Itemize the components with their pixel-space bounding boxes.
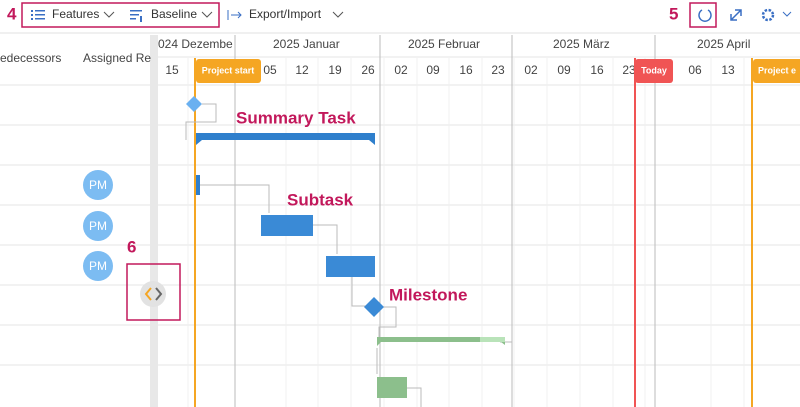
week-label: 16 (590, 63, 604, 77)
task-bar[interactable] (196, 175, 200, 195)
week-label: 02 (394, 63, 408, 77)
week-label: 19 (328, 63, 342, 77)
project-end-flag (753, 59, 800, 83)
month-label: 2025 April (697, 37, 750, 51)
task-bar-green[interactable] (377, 377, 407, 398)
annotation: Summary Task (236, 108, 356, 127)
project-start-label: Project start (202, 65, 255, 75)
avatar (83, 251, 113, 281)
today-flag (635, 59, 673, 83)
week-label: 05 (263, 63, 277, 77)
month-label: 2025 März (553, 37, 610, 51)
progress-remaining (480, 337, 505, 342)
export-icon (227, 10, 242, 20)
avatar-initials: PM (89, 178, 107, 192)
avatar (83, 211, 113, 241)
task-bar[interactable] (326, 256, 375, 277)
avatars: PM PM PM (83, 170, 113, 281)
callout-box (21, 2, 220, 28)
week-label: 23 (622, 63, 636, 77)
project-end-label: Project e (758, 65, 796, 75)
week-label: 02 (524, 63, 538, 77)
chevron (332, 11, 344, 18)
week-label: 06 (688, 63, 702, 77)
refresh-button[interactable] (698, 9, 712, 22)
column-header: edecessors (0, 51, 61, 65)
callout-box (689, 2, 717, 28)
avatar (83, 170, 113, 200)
week-label: 13 (721, 63, 735, 77)
callout-box (126, 263, 181, 321)
callout: 5 (669, 4, 678, 23)
fullscreen-button[interactable] (730, 9, 742, 21)
month-label: 2025 Januar (273, 37, 340, 51)
timeline-header: 024 Dezembe 2025 Januar 2025 Februar 2025 M… (158, 37, 750, 77)
summary-bar-green[interactable] (377, 337, 505, 346)
annotation: Milestone (389, 285, 467, 304)
avatar-initials: PM (89, 259, 107, 273)
baseline-dropdown[interactable]: Baseline (151, 7, 197, 21)
week-label: 09 (426, 63, 440, 77)
week-label: 15 (165, 63, 179, 77)
today-label: Today (641, 65, 667, 75)
avatar-initials: PM (89, 219, 107, 233)
row-lines (0, 56, 800, 366)
week-label: 16 (459, 63, 473, 77)
callout: 6 (127, 237, 136, 256)
chevron (782, 11, 792, 17)
month-label: 2025 Februar (408, 37, 480, 51)
splitter-toggle[interactable] (140, 281, 166, 307)
week-label: 12 (295, 63, 309, 77)
week-lines (187, 58, 745, 407)
baseline-icon (130, 10, 142, 22)
week-label: 23 (491, 63, 505, 77)
features-icon (31, 10, 45, 20)
column-header: Assigned Re (83, 51, 151, 65)
milestone[interactable] (364, 297, 384, 317)
export-import-dropdown[interactable]: Export/Import (249, 7, 322, 21)
annotation: Subtask (287, 190, 354, 209)
chevron (103, 11, 115, 18)
week-label: 26 (361, 63, 375, 77)
summary-bar[interactable] (196, 133, 375, 145)
features-dropdown[interactable]: Features (52, 7, 99, 21)
week-label: 09 (557, 63, 571, 77)
task-bar[interactable] (261, 215, 313, 236)
expand-arrow (155, 287, 163, 301)
chevron (201, 11, 213, 18)
splitter[interactable] (150, 35, 158, 407)
summary-milestone (186, 96, 202, 112)
settings-button[interactable] (761, 8, 775, 22)
collapse-arrow (144, 287, 152, 301)
project-start-flag (196, 59, 261, 83)
month-label: 024 Dezembe (158, 37, 233, 51)
callout: 4 (7, 4, 17, 23)
